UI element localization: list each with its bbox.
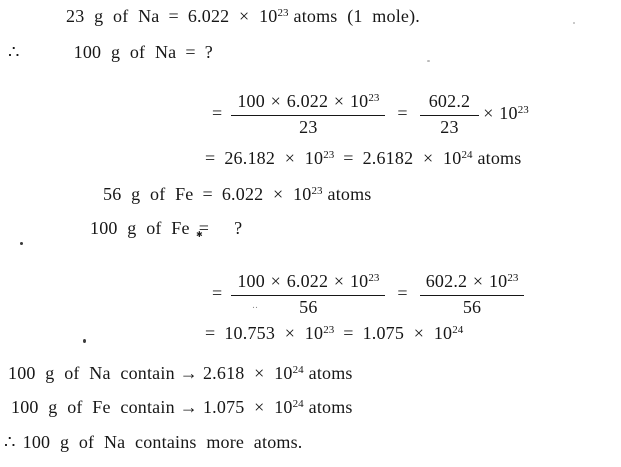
fe-conclusion-lhs: 100 g of Fe contain: [11, 397, 175, 417]
therefore-symbol: ∴: [8, 42, 20, 62]
fe-mole-tail: atoms: [327, 184, 372, 204]
question-mark: ?: [204, 42, 213, 62]
exponent: 24: [452, 324, 464, 336]
na-mole-value: 6.022 × 10: [187, 6, 278, 26]
line-na-conclusion: 100 g of Na contain → 2.618 × 1024 atoms: [8, 362, 353, 384]
line-na-question: ∴ 100 g of Na =?: [8, 41, 213, 63]
question-mark: ?: [234, 218, 243, 238]
faint-dot: [573, 22, 575, 24]
equals-sign: =: [212, 283, 223, 303]
arrow-icon: →: [179, 363, 198, 383]
fraction-na-left: 100 × 6.022 × 1023 23: [231, 89, 386, 138]
equals-sign: =: [343, 148, 354, 168]
na-conclusion-tail: atoms: [308, 363, 353, 383]
fe-mole-lhs: 56 g of Fe: [103, 184, 194, 204]
equals-sign: =: [205, 148, 216, 168]
na-mole-lhs: 23 g of Na: [66, 6, 160, 26]
exponent: 23: [507, 272, 519, 284]
ink-speck: ✱: [196, 230, 203, 239]
smudge-dots: ‥: [252, 300, 262, 310]
fe-conclusion-value: 1.075 × 10: [202, 397, 293, 417]
therefore-symbol: ∴: [4, 432, 16, 452]
faint-dot: [427, 60, 430, 62]
fe-conclusion-tail: atoms: [308, 397, 353, 417]
exponent: 24: [292, 364, 304, 376]
fraction-numerator: 602.2 × 1023: [419, 269, 525, 296]
na-fraction-row: = 100 × 6.022 × 1023 23 = 602.2 23 × 102…: [203, 89, 529, 138]
equals-sign: =: [168, 6, 179, 26]
na-conclusion-value: 2.618 × 10: [202, 363, 293, 383]
exponent: 23: [323, 149, 335, 161]
na-result-value1: 26.182 × 10: [224, 148, 324, 168]
na-result-tail: atoms: [477, 148, 522, 168]
exponent: 23: [517, 104, 529, 116]
line-fe-conclusion: 100 g of Fe contain → 1.075 × 1024 atoms: [11, 396, 353, 418]
fraction-denominator: 56: [299, 297, 318, 317]
equals-sign: =: [185, 42, 196, 62]
exponent: 23: [277, 7, 289, 19]
ink-dot: [83, 339, 86, 343]
line-na-mole: 23 g of Na = 6.022 × 1023 atoms (1 mole).: [66, 5, 420, 27]
fraction-na-right: 602.2 23: [419, 89, 480, 138]
final-answer-text: 100 g of Na contains more atoms.: [22, 432, 303, 452]
exponent: 23: [311, 185, 323, 197]
na-question-lhs: 100 g of Na: [73, 42, 177, 62]
fraction-numerator: 100 × 6.022 × 1023: [231, 269, 386, 296]
fraction-fe-right: 602.2 × 1023 56: [419, 269, 525, 318]
times-ten-power: × 1023: [483, 103, 529, 123]
line-na-result: = 26.182 × 1023 = 2.6182 × 1024 atoms: [205, 147, 521, 169]
fe-question-lhs: 100 g of Fe: [90, 218, 190, 238]
fraction-fe-left: 100 × 6.022 × 1023 56: [231, 269, 386, 318]
na-conclusion-lhs: 100 g of Na contain: [8, 363, 175, 383]
fraction-denominator: 56: [462, 297, 482, 317]
na-mole-tail: atoms (1 mole).: [293, 6, 420, 26]
line-fe-result: = 10.753 × 1023 = 1.075 × 1024: [205, 322, 463, 344]
line-fe-question: 100 g of Fe =?: [90, 217, 242, 239]
line-fe-mole: 56 g of Fe = 6.022 × 1023 atoms: [103, 183, 372, 205]
fe-result-value2: 1.075 × 10: [362, 323, 453, 343]
arrow-icon: →: [179, 397, 198, 417]
equals-sign: =: [397, 283, 408, 303]
fraction-denominator: 23: [440, 117, 459, 137]
equals-sign: =: [202, 184, 213, 204]
na-result-value2: 2.6182 × 10: [362, 148, 462, 168]
line-final-answer: ∴ 100 g of Na contains more atoms.: [4, 431, 303, 453]
equals-sign: =: [343, 323, 354, 343]
ink-dot: [20, 242, 23, 245]
equals-sign: =: [205, 323, 216, 343]
equals-sign: =: [397, 103, 408, 123]
fe-mole-value: 6.022 × 10: [221, 184, 312, 204]
equals-sign: =: [198, 218, 210, 238]
equals-sign: =: [212, 103, 223, 123]
exponent: 23: [323, 324, 335, 336]
exponent: 23: [368, 272, 380, 284]
exponent: 23: [368, 92, 380, 104]
fraction-numerator: 100 × 6.022 × 1023: [231, 89, 386, 116]
exponent: 24: [461, 149, 473, 161]
fraction-numerator: 602.2: [419, 89, 480, 116]
fraction-denominator: 23: [299, 117, 318, 137]
exponent: 24: [292, 398, 304, 410]
fe-result-value1: 10.753 × 10: [224, 323, 324, 343]
fe-fraction-row: = 100 × 6.022 × 1023 56 = 602.2 × 1023 5…: [203, 269, 525, 318]
